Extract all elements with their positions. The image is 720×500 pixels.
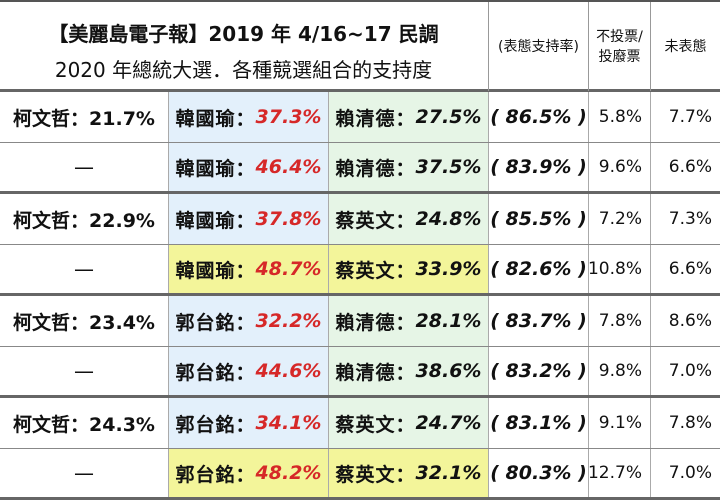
kmt-candidate-cell: 韓國瑜： 48.7% (168, 245, 328, 293)
kmt-candidate-cell: 郭台銘： 48.2% (168, 449, 328, 497)
kmt-candidate-cell: 韓國瑜： 37.3% (168, 92, 328, 142)
dpp-candidate-value: 28.1% (415, 310, 482, 332)
header-support: (表態支持率) (488, 2, 588, 91)
support-rate-cell: ( 83.2% ) (488, 347, 588, 395)
table-header: 【美麗島電子報】2019 年 4/16~17 民調 2020 年總統大選．各種競… (0, 0, 720, 92)
kmt-candidate-cell: 郭台銘： 44.6% (168, 347, 328, 395)
dpp-candidate-cell: 賴清德： 27.5% (328, 92, 488, 142)
undecided-cell: 7.8% (650, 398, 720, 448)
dpp-candidate-cell: 賴清德： 28.1% (328, 296, 488, 346)
header-undecided: 未表態 (650, 2, 720, 91)
ko-support-cell: — (74, 257, 94, 281)
dpp-candidate-value: 32.1% (415, 462, 482, 484)
kmt-candidate-name: 郭台銘： (175, 413, 256, 436)
table-row: — 韓國瑜： 48.7% 蔡英文： 33.9%( 82.6% ) 10.8% 6.6% (0, 245, 720, 296)
support-rate-cell: ( 86.5% ) (488, 92, 588, 142)
dpp-candidate-name: 蔡英文： (335, 259, 416, 282)
dpp-candidate-name: 賴清德： (335, 361, 416, 384)
table-row: 柯文哲：24.3% 郭台銘： 34.1% 蔡英文： 24.7%( 83.1% ) 9.1%… (0, 398, 720, 449)
kmt-candidate-name: 郭台銘： (175, 311, 256, 334)
undecided-cell: 6.6% (650, 245, 720, 293)
ko-support-cell: 柯文哲：22.9% (13, 209, 155, 232)
dpp-candidate-value: 33.9% (415, 258, 482, 280)
support-rate-cell: ( 83.1% ) (488, 398, 588, 448)
table-subtitle: 2020 年總統大選．各種競選組合的支持度 (54, 58, 433, 82)
support-rate-cell: ( 83.7% ) (488, 296, 588, 346)
dpp-candidate-cell: 蔡英文： 32.1% (328, 449, 488, 497)
ko-support-cell: 柯文哲：21.7% (13, 107, 155, 130)
dpp-candidate-name: 蔡英文： (335, 209, 416, 232)
dpp-candidate-cell: 蔡英文： 24.8% (328, 194, 488, 244)
abstain-cell: 7.2% (588, 194, 650, 244)
abstain-cell: 12.7% (588, 449, 650, 497)
dpp-candidate-cell: 賴清德： 37.5% (328, 143, 488, 191)
ko-support-cell: 柯文哲：24.3% (13, 413, 155, 436)
abstain-cell: 9.6% (588, 143, 650, 191)
kmt-candidate-value: 37.8% (255, 208, 322, 230)
dpp-candidate-name: 蔡英文： (335, 413, 416, 436)
ko-support-cell: — (74, 155, 94, 179)
dpp-candidate-value: 24.7% (415, 412, 482, 434)
dpp-candidate-value: 38.6% (415, 360, 482, 382)
dpp-candidate-name: 賴清德： (335, 157, 416, 180)
undecided-cell: 7.0% (650, 347, 720, 395)
kmt-candidate-name: 韓國瑜： (175, 209, 256, 232)
kmt-candidate-name: 郭台銘： (175, 361, 256, 384)
kmt-candidate-value: 48.2% (255, 462, 322, 484)
dpp-candidate-value: 27.5% (415, 106, 482, 128)
table-row: 柯文哲：22.9% 韓國瑜： 37.8% 蔡英文： 24.8%( 85.5% ) 7.2%… (0, 194, 720, 245)
dpp-candidate-value: 24.8% (415, 208, 482, 230)
table-row: — 郭台銘： 48.2% 蔡英文： 32.1%( 80.3% ) 12.7% 7.0% (0, 449, 720, 500)
undecided-cell: 7.0% (650, 449, 720, 497)
kmt-candidate-value: 48.7% (255, 258, 322, 280)
dpp-candidate-name: 賴清德： (335, 311, 416, 334)
abstain-cell: 5.8% (588, 92, 650, 142)
header-abstain: 不投票/ 投廢票 (588, 2, 650, 91)
dpp-candidate-cell: 賴清德： 38.6% (328, 347, 488, 395)
dpp-candidate-name: 賴清德： (335, 107, 416, 130)
kmt-candidate-cell: 韓國瑜： 37.8% (168, 194, 328, 244)
kmt-candidate-name: 郭台銘： (175, 463, 256, 486)
dpp-candidate-cell: 蔡英文： 33.9% (328, 245, 488, 293)
support-rate-cell: ( 83.9% ) (488, 143, 588, 191)
undecided-cell: 8.6% (650, 296, 720, 346)
kmt-candidate-cell: 韓國瑜： 46.4% (168, 143, 328, 191)
ko-support-cell: 柯文哲：23.4% (13, 311, 155, 334)
table-row: 柯文哲：23.4% 郭台銘： 32.2% 賴清德： 28.1%( 83.7% ) 7.8%… (0, 296, 720, 347)
kmt-candidate-name: 韓國瑜： (175, 107, 256, 130)
support-rate-cell: ( 80.3% ) (488, 449, 588, 497)
kmt-candidate-name: 韓國瑜： (175, 259, 256, 282)
abstain-cell: 9.1% (588, 398, 650, 448)
kmt-candidate-value: 34.1% (255, 412, 322, 434)
dpp-candidate-name: 蔡英文： (335, 463, 416, 486)
kmt-candidate-value: 32.2% (255, 310, 322, 332)
abstain-cell: 7.8% (588, 296, 650, 346)
undecided-cell: 7.7% (650, 92, 720, 142)
kmt-candidate-value: 44.6% (255, 360, 322, 382)
dpp-candidate-cell: 蔡英文： 24.7% (328, 398, 488, 448)
ko-support-cell: — (74, 461, 94, 485)
dpp-candidate-value: 37.5% (415, 156, 482, 178)
abstain-cell: 9.8% (588, 347, 650, 395)
undecided-cell: 6.6% (650, 143, 720, 191)
table-row: — 韓國瑜： 46.4% 賴清德： 37.5%( 83.9% ) 9.6% 6.6% (0, 143, 720, 194)
kmt-candidate-name: 韓國瑜： (175, 157, 256, 180)
undecided-cell: 7.3% (650, 194, 720, 244)
support-rate-cell: ( 82.6% ) (488, 245, 588, 293)
kmt-candidate-value: 37.3% (255, 106, 322, 128)
kmt-candidate-cell: 郭台銘： 32.2% (168, 296, 328, 346)
kmt-candidate-value: 46.4% (255, 156, 322, 178)
kmt-candidate-cell: 郭台銘： 34.1% (168, 398, 328, 448)
table-row: 柯文哲：21.7% 韓國瑜： 37.3% 賴清德： 27.5%( 86.5% ) 5.8%… (0, 92, 720, 143)
abstain-cell: 10.8% (588, 245, 650, 293)
ko-support-cell: — (74, 359, 94, 383)
support-rate-cell: ( 85.5% ) (488, 194, 588, 244)
table-row: — 郭台銘： 44.6% 賴清德： 38.6%( 83.2% ) 9.8% 7.0% (0, 347, 720, 398)
table-title: 【美麗島電子報】2019 年 4/16~17 民調 (48, 22, 439, 46)
